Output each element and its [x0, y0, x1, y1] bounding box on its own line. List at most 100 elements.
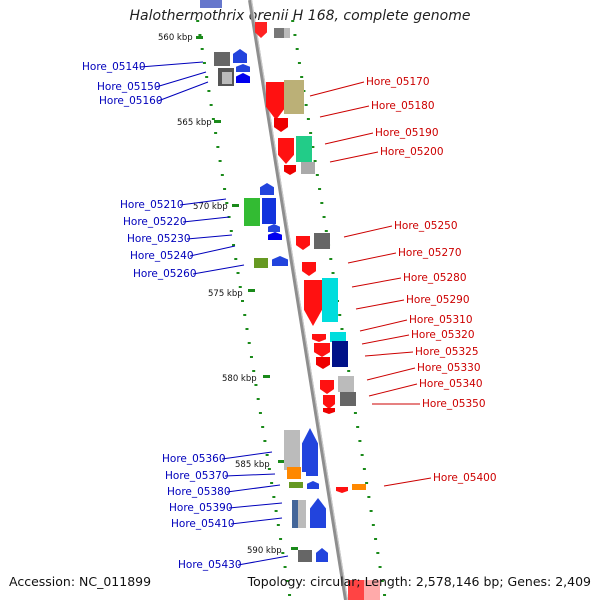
forward-gene-arrow — [268, 232, 282, 240]
gene-block — [287, 467, 301, 479]
gene-block — [284, 80, 304, 114]
forward-gene-arrow — [236, 73, 250, 83]
gene-label[interactable]: Hore_05200 — [380, 146, 444, 158]
reverse-gene-arrow — [304, 280, 322, 326]
reverse-gene-arrow — [316, 357, 330, 369]
gene-label[interactable]: Hore_05150 — [97, 81, 161, 93]
gene-label[interactable]: Hore_05190 — [375, 127, 439, 139]
forward-gene-arrow — [260, 183, 274, 195]
leader-line — [192, 264, 245, 275]
tick-label: 565 kbp — [177, 118, 212, 128]
gene-label[interactable]: Hore_05370 — [165, 470, 229, 482]
reverse-gene-arrow — [266, 82, 286, 120]
leader-line — [361, 334, 410, 345]
gene-label[interactable]: Hore_05320 — [411, 329, 475, 341]
gene-label[interactable]: Hore_05160 — [99, 95, 163, 107]
leader-line — [319, 105, 370, 118]
leader-line — [237, 555, 289, 566]
gene-block — [284, 430, 300, 470]
genome-stats-text: Topology: circular; Length: 2,578,146 bp… — [247, 574, 591, 589]
gene-block — [274, 28, 288, 38]
gene-label[interactable]: Hore_05400 — [433, 472, 497, 484]
gene-label[interactable]: Hore_05270 — [398, 247, 462, 259]
gene-label[interactable]: Hore_05250 — [394, 220, 458, 232]
leader-line — [224, 473, 276, 477]
gene-label[interactable]: Hore_05360 — [162, 453, 226, 465]
reverse-gene-arrow — [284, 165, 296, 175]
forward-gene-arrow — [302, 428, 318, 472]
gene-label[interactable]: Hore_05170 — [366, 76, 430, 88]
leader-line — [230, 517, 283, 525]
leader-line — [179, 198, 227, 206]
leader-line — [366, 367, 416, 381]
gene-block — [330, 332, 346, 342]
gene-block — [322, 278, 338, 322]
gene-label[interactable]: Hore_05350 — [422, 398, 486, 410]
leader-line — [182, 216, 230, 223]
tick-label: 580 kbp — [222, 374, 257, 384]
reverse-gene-arrow — [336, 487, 348, 493]
gene-label[interactable]: Hore_05290 — [406, 294, 470, 306]
gene-label[interactable]: Hore_05140 — [82, 61, 146, 73]
tick-mark — [232, 204, 239, 207]
gene-block — [298, 550, 312, 562]
gene-label[interactable]: Hore_05430 — [178, 559, 242, 571]
leader-line — [351, 277, 402, 288]
gene-block — [244, 198, 260, 226]
accession-text: Accession: NC_011899 — [9, 574, 152, 589]
gene-label[interactable]: Hore_05180 — [371, 100, 435, 112]
gene-block — [332, 341, 348, 367]
tick-mark — [278, 460, 285, 463]
reverse-gene-arrow — [296, 236, 310, 250]
gene-block — [364, 580, 380, 600]
leader-line — [383, 477, 432, 487]
gene-label[interactable]: Hore_05230 — [127, 233, 191, 245]
leader-line — [329, 151, 379, 163]
gene-label[interactable]: Hore_05340 — [419, 378, 483, 390]
gene-block — [262, 198, 276, 224]
tick-label: 585 kbp — [235, 460, 270, 470]
leader-line — [189, 245, 236, 257]
map-title: Halothermothrix orenii H 168, complete g… — [129, 8, 471, 24]
gene-label[interactable]: Hore_05330 — [417, 362, 481, 374]
leader-line — [186, 234, 233, 240]
reverse-gene-arrow — [323, 408, 335, 414]
reverse-gene-arrow — [323, 395, 335, 409]
gene-block — [338, 376, 354, 392]
gene-label[interactable]: Hore_05310 — [409, 314, 473, 326]
gene-block — [284, 28, 290, 38]
gene-label[interactable]: Hore_05210 — [120, 199, 184, 211]
gene-block — [200, 0, 222, 8]
tick-mark — [291, 547, 298, 550]
leader-line — [139, 61, 204, 68]
forward-gene-arrow — [233, 49, 247, 63]
reverse-gene-arrow — [255, 22, 267, 38]
tick-mark — [214, 120, 221, 123]
gene-block — [296, 136, 312, 162]
gene-block — [222, 72, 232, 84]
gene-label[interactable]: Hore_05390 — [169, 502, 233, 514]
leader-line — [359, 319, 408, 332]
forward-gene-arrow — [306, 466, 318, 476]
leader-line — [368, 383, 418, 397]
leader-line — [226, 484, 281, 493]
gene-block — [298, 500, 306, 528]
forward-gene-arrow — [236, 64, 250, 72]
tick-label: 575 kbp — [208, 289, 243, 299]
gene-label[interactable]: Hore_05220 — [123, 216, 187, 228]
forward-gene-arrow — [272, 256, 288, 266]
gene-label[interactable]: Hore_05410 — [171, 518, 235, 530]
gene-block — [254, 258, 268, 268]
forward-gene-arrow — [268, 224, 280, 232]
gene-label[interactable]: Hore_05325 — [415, 346, 479, 358]
gene-block — [289, 482, 303, 488]
tick-label: 560 kbp — [158, 33, 193, 43]
leader-line — [343, 225, 393, 238]
gene-label[interactable]: Hore_05260 — [133, 268, 197, 280]
gene-label[interactable]: Hore_05280 — [403, 272, 467, 284]
leader-line — [324, 132, 374, 145]
gene-label[interactable]: Hore_05380 — [167, 486, 231, 498]
leader-line — [355, 299, 405, 310]
inner-track — [196, 20, 292, 596]
gene-label[interactable]: Hore_05240 — [130, 250, 194, 262]
